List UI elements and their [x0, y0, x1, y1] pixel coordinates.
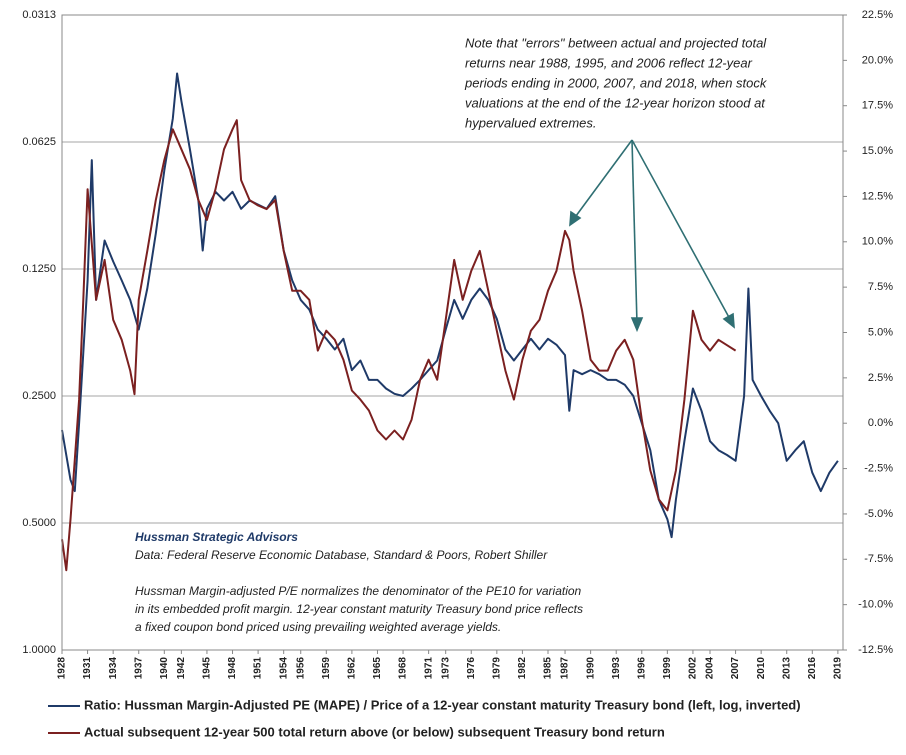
x-tick-label: 2016 — [807, 657, 818, 680]
x-tick-label: 1985 — [543, 657, 554, 680]
x-tick-label: 1945 — [202, 657, 213, 680]
x-tick-label: 1993 — [611, 657, 622, 680]
x-tick-label: 2010 — [756, 657, 767, 680]
y2-tick-label: -5.0% — [864, 508, 893, 520]
description-line: a fixed coupon bond priced using prevail… — [135, 620, 501, 634]
y2-tick-label: 2.5% — [868, 372, 893, 384]
x-tick-label: 1999 — [662, 657, 673, 680]
description: Hussman Strategic Advisors Data: Federal … — [135, 530, 583, 634]
x-tick-label: 1951 — [253, 657, 264, 680]
x-tick-label: 1979 — [491, 657, 502, 680]
x-tick-label: 2019 — [833, 657, 844, 680]
x-tick-label: 2013 — [781, 657, 792, 680]
x-tick-label: 2007 — [730, 657, 741, 680]
x-tick-label: 1990 — [585, 657, 596, 680]
note-line: Note that "errors" between actual and pr… — [465, 35, 767, 50]
legend-label: Ratio: Hussman Margin-Adjusted PE (MAPE)… — [84, 697, 801, 712]
y2-tick-label: 10.0% — [862, 236, 893, 248]
note-line: hypervalued extremes. — [465, 115, 597, 130]
y2-tick-label: 20.0% — [862, 54, 893, 66]
x-tick-label: 1934 — [108, 657, 119, 680]
arrows — [569, 139, 735, 333]
y2-tick-label: 17.5% — [862, 100, 893, 112]
x-tick-label: 1973 — [440, 657, 451, 680]
x-tick-label: 1942 — [176, 657, 187, 680]
y2-tick-label: -12.5% — [858, 644, 893, 656]
x-tick-label: 2004 — [705, 657, 716, 680]
y-tick-label: 0.0313 — [22, 9, 56, 21]
source: Data: Federal Reserve Economic Database,… — [135, 548, 548, 562]
x-tick-label: 2002 — [688, 657, 699, 680]
y2-tick-label: 0.0% — [868, 417, 893, 429]
x-tick-label: 1976 — [466, 657, 477, 680]
x-tick-label: 1971 — [423, 657, 434, 680]
x-tick-label: 1968 — [398, 657, 409, 680]
y-tick-label: 0.0625 — [22, 136, 56, 148]
x-tick-label: 1937 — [133, 657, 144, 680]
plot-frame — [61, 14, 844, 651]
y2-tick-label: -7.5% — [864, 553, 893, 565]
x-tick-label: 1987 — [560, 657, 571, 680]
arrowhead — [722, 312, 735, 329]
y2-tick-label: 7.5% — [868, 281, 893, 293]
x-tick-label: 1948 — [227, 657, 238, 680]
y2-tick-label: -2.5% — [864, 462, 893, 474]
note-line: valuations at the end of the 12-year hor… — [465, 95, 766, 110]
arrowhead — [630, 317, 644, 333]
grid: 0.0313 0.0625 0.1250 0.2500 0.5000 1.0000 22.5… — [22, 9, 893, 679]
y2-tick-label: 5.0% — [868, 326, 893, 338]
lines — [61, 72, 839, 572]
y2-tick-label: 12.5% — [862, 190, 893, 202]
series-line — [61, 119, 737, 572]
note-line: returns near 1988, 1995, and 2006 reflec… — [465, 55, 753, 70]
y2-tick-label: 15.0% — [862, 145, 893, 157]
x-tick-label: 1959 — [321, 657, 332, 680]
series-line — [61, 72, 839, 539]
arrow — [631, 139, 638, 325]
y-tick-label: 0.5000 — [22, 517, 56, 529]
x-tick-label: 1996 — [636, 657, 647, 680]
x-tick-label: 1940 — [159, 657, 170, 680]
arrowhead — [569, 210, 582, 227]
y2-tick-label: -10.0% — [858, 599, 893, 611]
arrow — [631, 139, 732, 322]
x-tick-label: 1956 — [295, 657, 306, 680]
y-tick-label: 0.1250 — [22, 263, 56, 275]
description-line: Hussman Margin-adjusted P/E normalizes t… — [135, 584, 582, 598]
y-tick-label: 0.2500 — [22, 390, 56, 402]
y2-tick-label: 22.5% — [862, 9, 893, 21]
description-line: in its embedded profit margin. 12-year c… — [135, 602, 583, 616]
note-line: periods ending in 2000, 2007, and 2018, … — [464, 75, 768, 90]
x-tick-label: 1962 — [347, 657, 358, 680]
source-title: Hussman Strategic Advisors — [135, 530, 298, 544]
x-tick-label: 1928 — [57, 657, 68, 680]
legend-label: Actual subsequent 12-year 500 total retu… — [84, 724, 665, 739]
x-tick-label: 1965 — [372, 657, 383, 680]
y-tick-label: 1.0000 — [22, 644, 56, 656]
x-tick-label: 1931 — [82, 657, 93, 680]
note: Note that "errors" between actual and pr… — [464, 35, 768, 130]
x-tick-label: 1982 — [517, 657, 528, 680]
arrow — [572, 139, 633, 221]
legend: Ratio: Hussman Margin-Adjusted PE (MAPE)… — [48, 697, 801, 739]
x-tick-label: 1954 — [278, 657, 289, 680]
